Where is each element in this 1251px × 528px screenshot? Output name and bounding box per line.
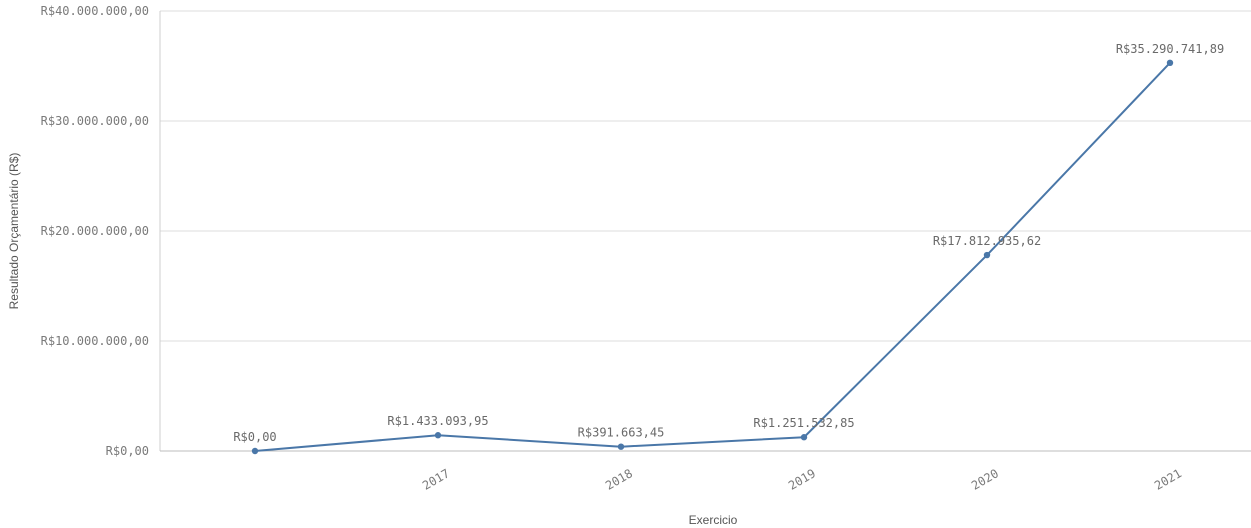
grid-lines [160,10,1251,342]
data-label: R$0,00 [233,430,276,444]
y-tick-label: R$40.000.000,00 [41,4,149,18]
data-labels: R$0,00 R$1.433.093,95 R$391.663,45 R$1.251.… [233,42,1224,444]
data-label: R$391.663,45 [578,426,665,440]
x-tick-label: 2017 [420,466,452,493]
data-label: R$17.812.935,62 [933,234,1041,248]
data-point [251,447,259,455]
y-tick-label: R$30.000.000,00 [41,114,149,128]
x-axis-ticks: 2017 2018 2019 2020 2021 [420,466,1184,493]
x-tick-label: 2020 [969,466,1001,493]
data-point [800,434,808,441]
y-axis-ticks: R$0,00 R$10.000.000,00 R$20.000.000,00 R$30… [41,4,149,458]
data-label: R$35.290.741,89 [1116,42,1224,56]
data-point [617,443,625,450]
data-point [983,251,991,259]
x-tick-label: 2021 [1152,466,1184,493]
x-tick-label: 2019 [786,466,818,493]
data-point [434,432,442,439]
y-axis-title: Resultado Orçamentário (R$) [7,153,21,310]
y-tick-label: R$0,00 [106,444,149,458]
y-tick-label: R$20.000.000,00 [41,224,149,238]
series-line [254,62,1171,452]
y-tick-label: R$10.000.000,00 [41,334,149,348]
data-point [1166,59,1174,67]
x-axis-title: Exercicio [689,513,738,527]
x-tick-label: 2018 [603,466,635,493]
series-points [251,59,1174,455]
data-label: R$1.251.532,85 [753,416,854,430]
data-label: R$1.433.093,95 [387,414,488,428]
